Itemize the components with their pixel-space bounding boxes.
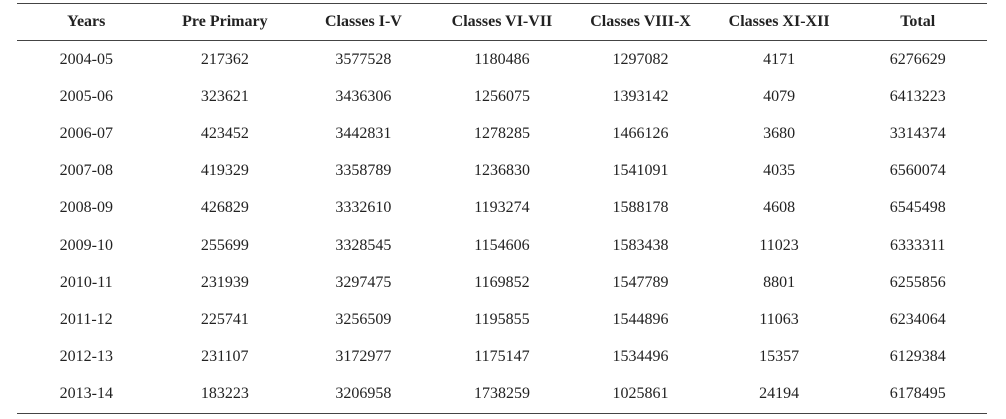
value-cell: 323621	[200, 87, 249, 105]
value-cell: 1297082	[612, 50, 669, 68]
table-row: 2007-08 419329 3358789 1236830 1541091 4035 65…	[17, 153, 987, 190]
year-cell: 2011-12	[59, 310, 113, 328]
value-cell: 1541091	[612, 162, 669, 180]
value-cell: 3358789	[335, 162, 392, 180]
value-cell: 1154606	[474, 236, 530, 254]
value-cell: 4608	[763, 199, 796, 217]
value-cell: 4035	[763, 162, 796, 180]
table-row: 2009-10 255699 3328545 1154606 1583438 11023 6…	[17, 227, 987, 264]
value-cell: 1175147	[474, 348, 530, 366]
year-cell: 2007-08	[59, 162, 113, 180]
value-cell: 3577528	[335, 50, 392, 68]
value-cell: 225741	[200, 310, 249, 328]
value-cell: 1193274	[474, 199, 530, 217]
year-cell: 2012-13	[59, 348, 113, 366]
column-header: Classes VIII-X	[571, 3, 710, 41]
value-cell: 6276629	[889, 50, 946, 68]
value-cell: 3297475	[335, 273, 392, 291]
value-cell: 6129384	[889, 348, 946, 366]
value-cell: 1278285	[473, 124, 530, 142]
table-container: Years Pre Primary Classes I-V Classes VI-VI…	[17, 3, 987, 414]
year-cell: 2010-11	[59, 273, 113, 291]
year-cell: 2005-06	[59, 87, 113, 105]
value-cell: 1466126	[612, 124, 669, 142]
year-cell: 2006-07	[59, 124, 113, 142]
column-header: Classes I-V	[294, 3, 433, 41]
value-cell: 1544896	[612, 310, 669, 328]
value-cell: 6333311	[889, 236, 946, 254]
table-body: 2004-05 217362 3577528 1180486 1297082 4171 62…	[17, 41, 987, 414]
table-row: 2008-09 426829 3332610 1193274 1588178 4608 65…	[17, 190, 987, 227]
table-row: 2013-14 183223 3206958 1738259 1025861 24194 6…	[17, 375, 987, 414]
value-cell: 3314374	[889, 124, 946, 142]
value-cell: 1180486	[474, 50, 530, 68]
value-cell: 8801	[763, 273, 796, 291]
value-cell: 3206958	[294, 375, 433, 414]
value-cell: 1236830	[473, 162, 530, 180]
value-cell: 15357	[759, 348, 800, 366]
value-cell: 1393142	[612, 87, 669, 105]
value-cell: 4079	[763, 87, 796, 105]
value-cell: 1195855	[474, 310, 530, 328]
value-cell: 1547789	[612, 273, 669, 291]
column-header: Years	[17, 3, 156, 41]
value-cell: 6178495	[848, 375, 987, 414]
value-cell: 6545498	[889, 199, 946, 217]
value-cell: 1534496	[612, 348, 669, 366]
value-cell: 1738259	[432, 375, 572, 414]
value-cell: 3436306	[335, 87, 392, 105]
value-cell: 426829	[200, 199, 249, 217]
value-cell: 3256509	[335, 310, 392, 328]
value-cell: 11023	[759, 236, 799, 254]
year-cell: 2013-14	[17, 375, 156, 414]
table-row: 2004-05 217362 3577528 1180486 1297082 4171 62…	[17, 41, 987, 79]
value-cell: 1256075	[473, 87, 530, 105]
table-head: Years Pre Primary Classes I-V Classes VI-VI…	[17, 3, 987, 41]
value-cell: 1025861	[571, 375, 710, 414]
value-cell: 6234064	[889, 310, 946, 328]
value-cell: 6255856	[889, 273, 946, 291]
value-cell: 419329	[200, 162, 249, 180]
value-cell: 255699	[200, 236, 249, 254]
column-header: Classes XI-XII	[709, 3, 849, 41]
column-header: Total	[848, 3, 987, 41]
value-cell: 1588178	[612, 199, 669, 217]
value-cell: 6413223	[889, 87, 946, 105]
value-cell: 183223	[155, 375, 295, 414]
value-cell: 3328545	[335, 236, 392, 254]
value-cell: 3172977	[335, 348, 392, 366]
table-row: 2011-12 225741 3256509 1195855 1544896 11063 6…	[17, 301, 987, 338]
value-cell: 1169852	[474, 273, 530, 291]
column-header: Classes VI-VII	[432, 3, 572, 41]
table-row: 2010-11 231939 3297475 1169852 1547789 8801 62…	[17, 264, 987, 301]
table-row: 2006-07 423452 3442831 1278285 1466126 3680 33…	[17, 115, 987, 152]
year-cell: 2009-10	[59, 236, 113, 254]
year-cell: 2004-05	[59, 50, 113, 68]
value-cell: 4171	[763, 50, 796, 68]
value-cell: 423452	[200, 124, 249, 142]
table-row: 2012-13 231107 3172977 1175147 1534496 15357 6…	[17, 339, 987, 376]
value-cell: 1583438	[612, 236, 669, 254]
value-cell: 11063	[759, 310, 799, 328]
year-cell: 2008-09	[59, 199, 113, 217]
column-header: Pre Primary	[155, 3, 295, 41]
header-row: Years Pre Primary Classes I-V Classes VI-VI…	[17, 3, 987, 41]
value-cell: 3680	[763, 124, 796, 142]
data-table: Years Pre Primary Classes I-V Classes VI-VI…	[17, 3, 987, 414]
value-cell: 3442831	[335, 124, 392, 142]
value-cell: 3332610	[335, 199, 392, 217]
table-row: 2005-06 323621 3436306 1256075 1393142 4079 64…	[17, 78, 987, 115]
value-cell: 231939	[200, 273, 249, 291]
value-cell: 217362	[200, 50, 249, 68]
value-cell: 24194	[709, 375, 849, 414]
value-cell: 231107	[201, 348, 249, 366]
value-cell: 6560074	[889, 162, 946, 180]
